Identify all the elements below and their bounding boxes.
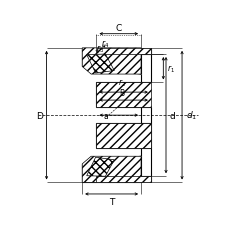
Polygon shape [96, 49, 150, 55]
Text: $d_1$: $d_1$ [185, 109, 196, 122]
Text: $r_4$: $r_4$ [101, 38, 109, 49]
Polygon shape [96, 177, 150, 183]
Polygon shape [96, 124, 150, 148]
Text: C: C [115, 24, 121, 33]
Text: $r_1$: $r_1$ [166, 63, 174, 75]
Polygon shape [86, 158, 114, 177]
Text: $r_3$: $r_3$ [96, 43, 104, 55]
Text: $r_2$: $r_2$ [117, 77, 125, 88]
Polygon shape [96, 83, 150, 108]
Polygon shape [82, 49, 140, 75]
Text: a: a [103, 111, 108, 120]
Polygon shape [82, 157, 140, 183]
Text: D: D [36, 111, 43, 120]
Text: B: B [119, 88, 124, 97]
Text: d: d [169, 111, 174, 120]
Polygon shape [86, 55, 114, 74]
Text: T: T [109, 197, 114, 206]
Polygon shape [82, 49, 150, 183]
